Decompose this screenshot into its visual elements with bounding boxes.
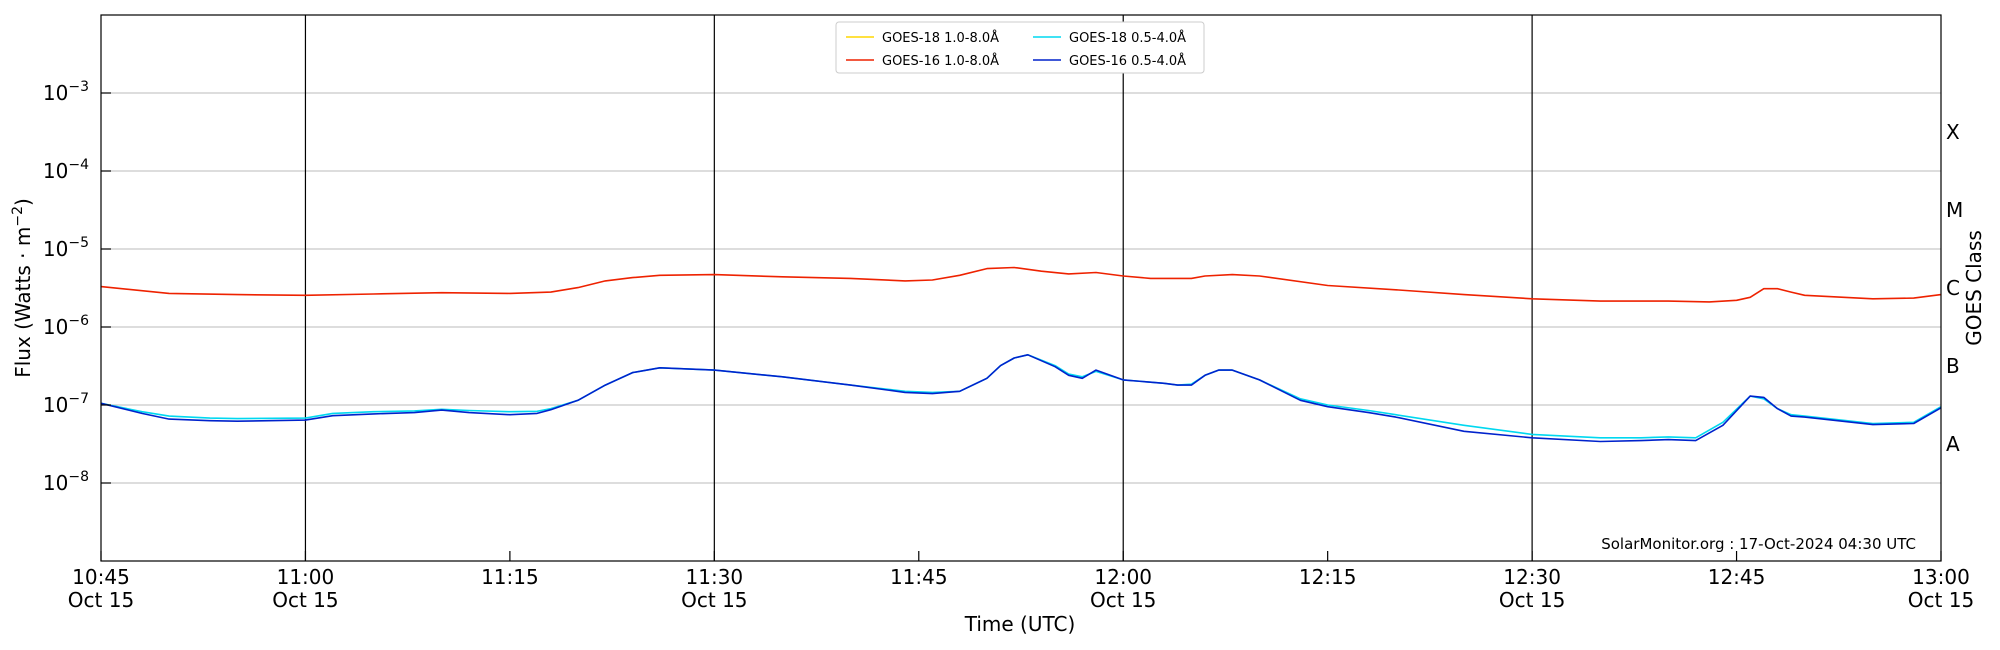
plot-frame bbox=[100, 14, 1942, 562]
y-tick-base: 10 bbox=[43, 315, 68, 339]
x-tick-label: 12:15 bbox=[1299, 565, 1357, 589]
legend-label: GOES-18 1.0-8.0Å bbox=[882, 30, 999, 46]
x-tick-label: 11:30 bbox=[686, 565, 744, 589]
y-tick-base: 10 bbox=[43, 237, 68, 261]
series-line-goes-18-0-5-4-0- bbox=[100, 353, 1942, 439]
x-tick-label: 10:45 bbox=[72, 565, 130, 589]
goes-class-label: X bbox=[1946, 120, 1960, 144]
series-line-goes-16-1-0-8-0- bbox=[100, 266, 1942, 303]
y-tick-base: 10 bbox=[43, 81, 68, 105]
x-tick-label: 11:45 bbox=[890, 565, 948, 589]
x-tick-date-label: Oct 15 bbox=[681, 588, 747, 612]
y-tick-label: 10−3 bbox=[43, 79, 89, 105]
y-tick-exponent: −3 bbox=[68, 79, 89, 95]
x-axis-title: Time (UTC) bbox=[964, 612, 1076, 636]
time-markers bbox=[304, 15, 1533, 561]
x-tick-label: 13:00 bbox=[1912, 565, 1970, 589]
y-tick-exponent: −6 bbox=[68, 313, 89, 329]
x-tick-date-label: Oct 15 bbox=[1090, 588, 1156, 612]
x-tick-date-label: Oct 15 bbox=[1908, 588, 1974, 612]
goes-class-label: C bbox=[1946, 276, 1960, 300]
y-tick-exponent: −8 bbox=[68, 469, 89, 485]
y-tick-label: 10−7 bbox=[43, 391, 89, 417]
x-tick-date-label: Oct 15 bbox=[272, 588, 338, 612]
legend: GOES-18 1.0-8.0Å GOES-16 1.0-8.0Å GOES-18 … bbox=[835, 21, 1205, 74]
goes-class-label: M bbox=[1946, 198, 1963, 222]
y-tick-label: 10−8 bbox=[43, 469, 89, 495]
y-axis-title: Flux (Watts · m−2) bbox=[10, 198, 35, 378]
goes-class-label: B bbox=[1946, 354, 1960, 378]
y-tick-exponent: −7 bbox=[68, 391, 89, 407]
legend-box bbox=[835, 21, 1205, 74]
legend-label: GOES-16 0.5-4.0Å bbox=[1069, 53, 1186, 69]
y-right-axis-title: GOES Class bbox=[1962, 230, 1986, 346]
x-tick-label: 11:00 bbox=[277, 565, 335, 589]
series-lines bbox=[100, 266, 1942, 443]
y-tick-label: 10−4 bbox=[43, 157, 89, 183]
grid bbox=[101, 92, 1941, 484]
x-tick-date-label: Oct 15 bbox=[68, 588, 134, 612]
y-tick-exponent: −5 bbox=[68, 235, 89, 251]
legend-label: GOES-16 1.0-8.0Å bbox=[882, 53, 999, 69]
x-tick-label: 12:30 bbox=[1503, 565, 1561, 589]
x-tick-label: 11:15 bbox=[481, 565, 539, 589]
y-tick-label: 10−5 bbox=[43, 235, 89, 261]
x-tick-label: 12:00 bbox=[1094, 565, 1152, 589]
y-tick-base: 10 bbox=[43, 471, 68, 495]
x-tick-date-label: Oct 15 bbox=[1499, 588, 1565, 612]
y-tick-exponent: −4 bbox=[68, 157, 89, 173]
y-tick-base: 10 bbox=[43, 159, 68, 183]
y-tick-base: 10 bbox=[43, 393, 68, 417]
goes-class-label: A bbox=[1946, 432, 1960, 456]
series-line-goes-16-0-5-4-0- bbox=[100, 353, 1942, 443]
y-tick-label: 10−6 bbox=[43, 313, 89, 339]
source-annotation: SolarMonitor.org : 17-Oct-2024 04:30 UTC bbox=[1601, 535, 1916, 553]
x-tick-label: 12:45 bbox=[1708, 565, 1766, 589]
legend-label: GOES-18 0.5-4.0Å bbox=[1069, 30, 1186, 46]
